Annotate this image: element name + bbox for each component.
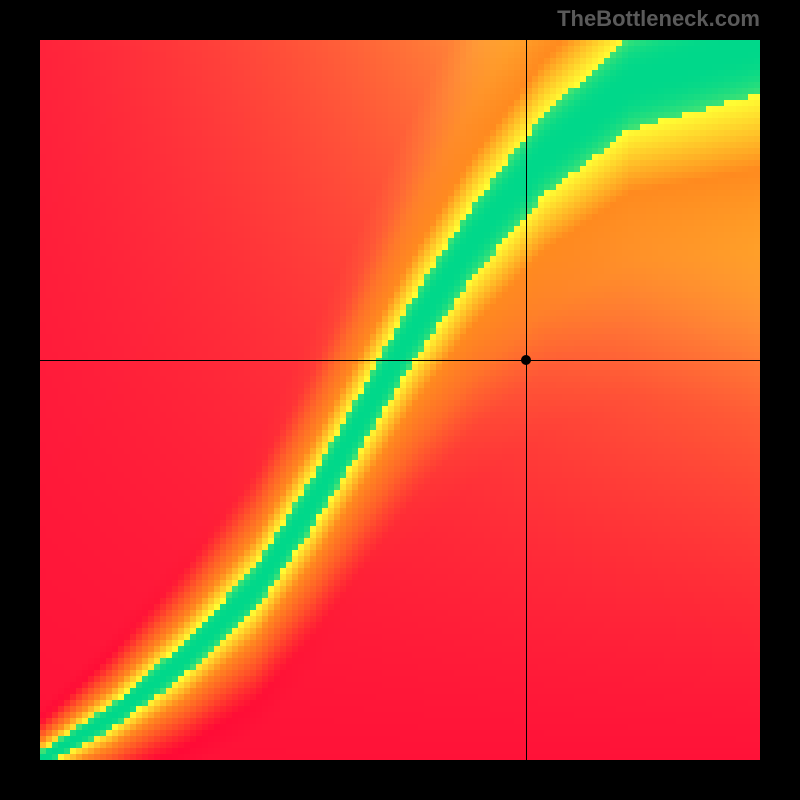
crosshair-horizontal (40, 360, 760, 361)
data-point-marker (521, 355, 531, 365)
crosshair-vertical (526, 40, 527, 760)
chart-frame: TheBottleneck.com (0, 0, 800, 800)
heatmap-plot (40, 40, 760, 760)
watermark-text: TheBottleneck.com (557, 6, 760, 32)
heatmap-canvas (40, 40, 760, 760)
